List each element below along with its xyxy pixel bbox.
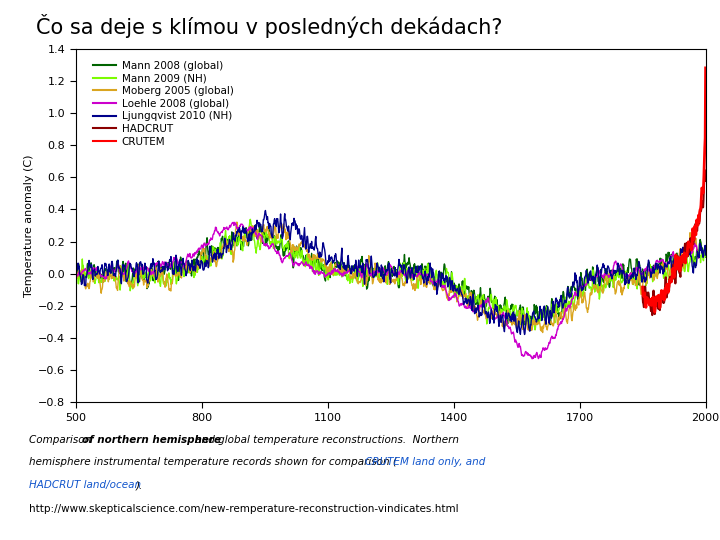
Text: and global temperature reconstructions.  Northern: and global temperature reconstructions. … — [192, 435, 459, 445]
Text: hemisphere instrumental temperature records shown for comparison (: hemisphere instrumental temperature reco… — [29, 457, 397, 468]
Legend: Mann 2008 (global), Mann 2009 (NH), Moberg 2005 (global), Loehle 2008 (global), : Mann 2008 (global), Mann 2009 (NH), Mobe… — [94, 61, 233, 146]
Text: HADCRUT land/ocean: HADCRUT land/ocean — [29, 480, 141, 490]
Y-axis label: Temperature anomaly (C): Temperature anomaly (C) — [24, 154, 34, 296]
Text: ).: ). — [135, 480, 143, 490]
Text: Comparison: Comparison — [29, 435, 94, 445]
Text: of northern hemisphere: of northern hemisphere — [82, 435, 221, 445]
Text: CRUTEM land only, and: CRUTEM land only, and — [365, 457, 485, 468]
Text: http://www.skepticalscience.com/new-remperature-reconstruction-vindicates.html: http://www.skepticalscience.com/new-remp… — [29, 504, 459, 515]
Text: Čo sa deje s klímou v posledných dekádach?: Čo sa deje s klímou v posledných dekádac… — [36, 14, 503, 37]
